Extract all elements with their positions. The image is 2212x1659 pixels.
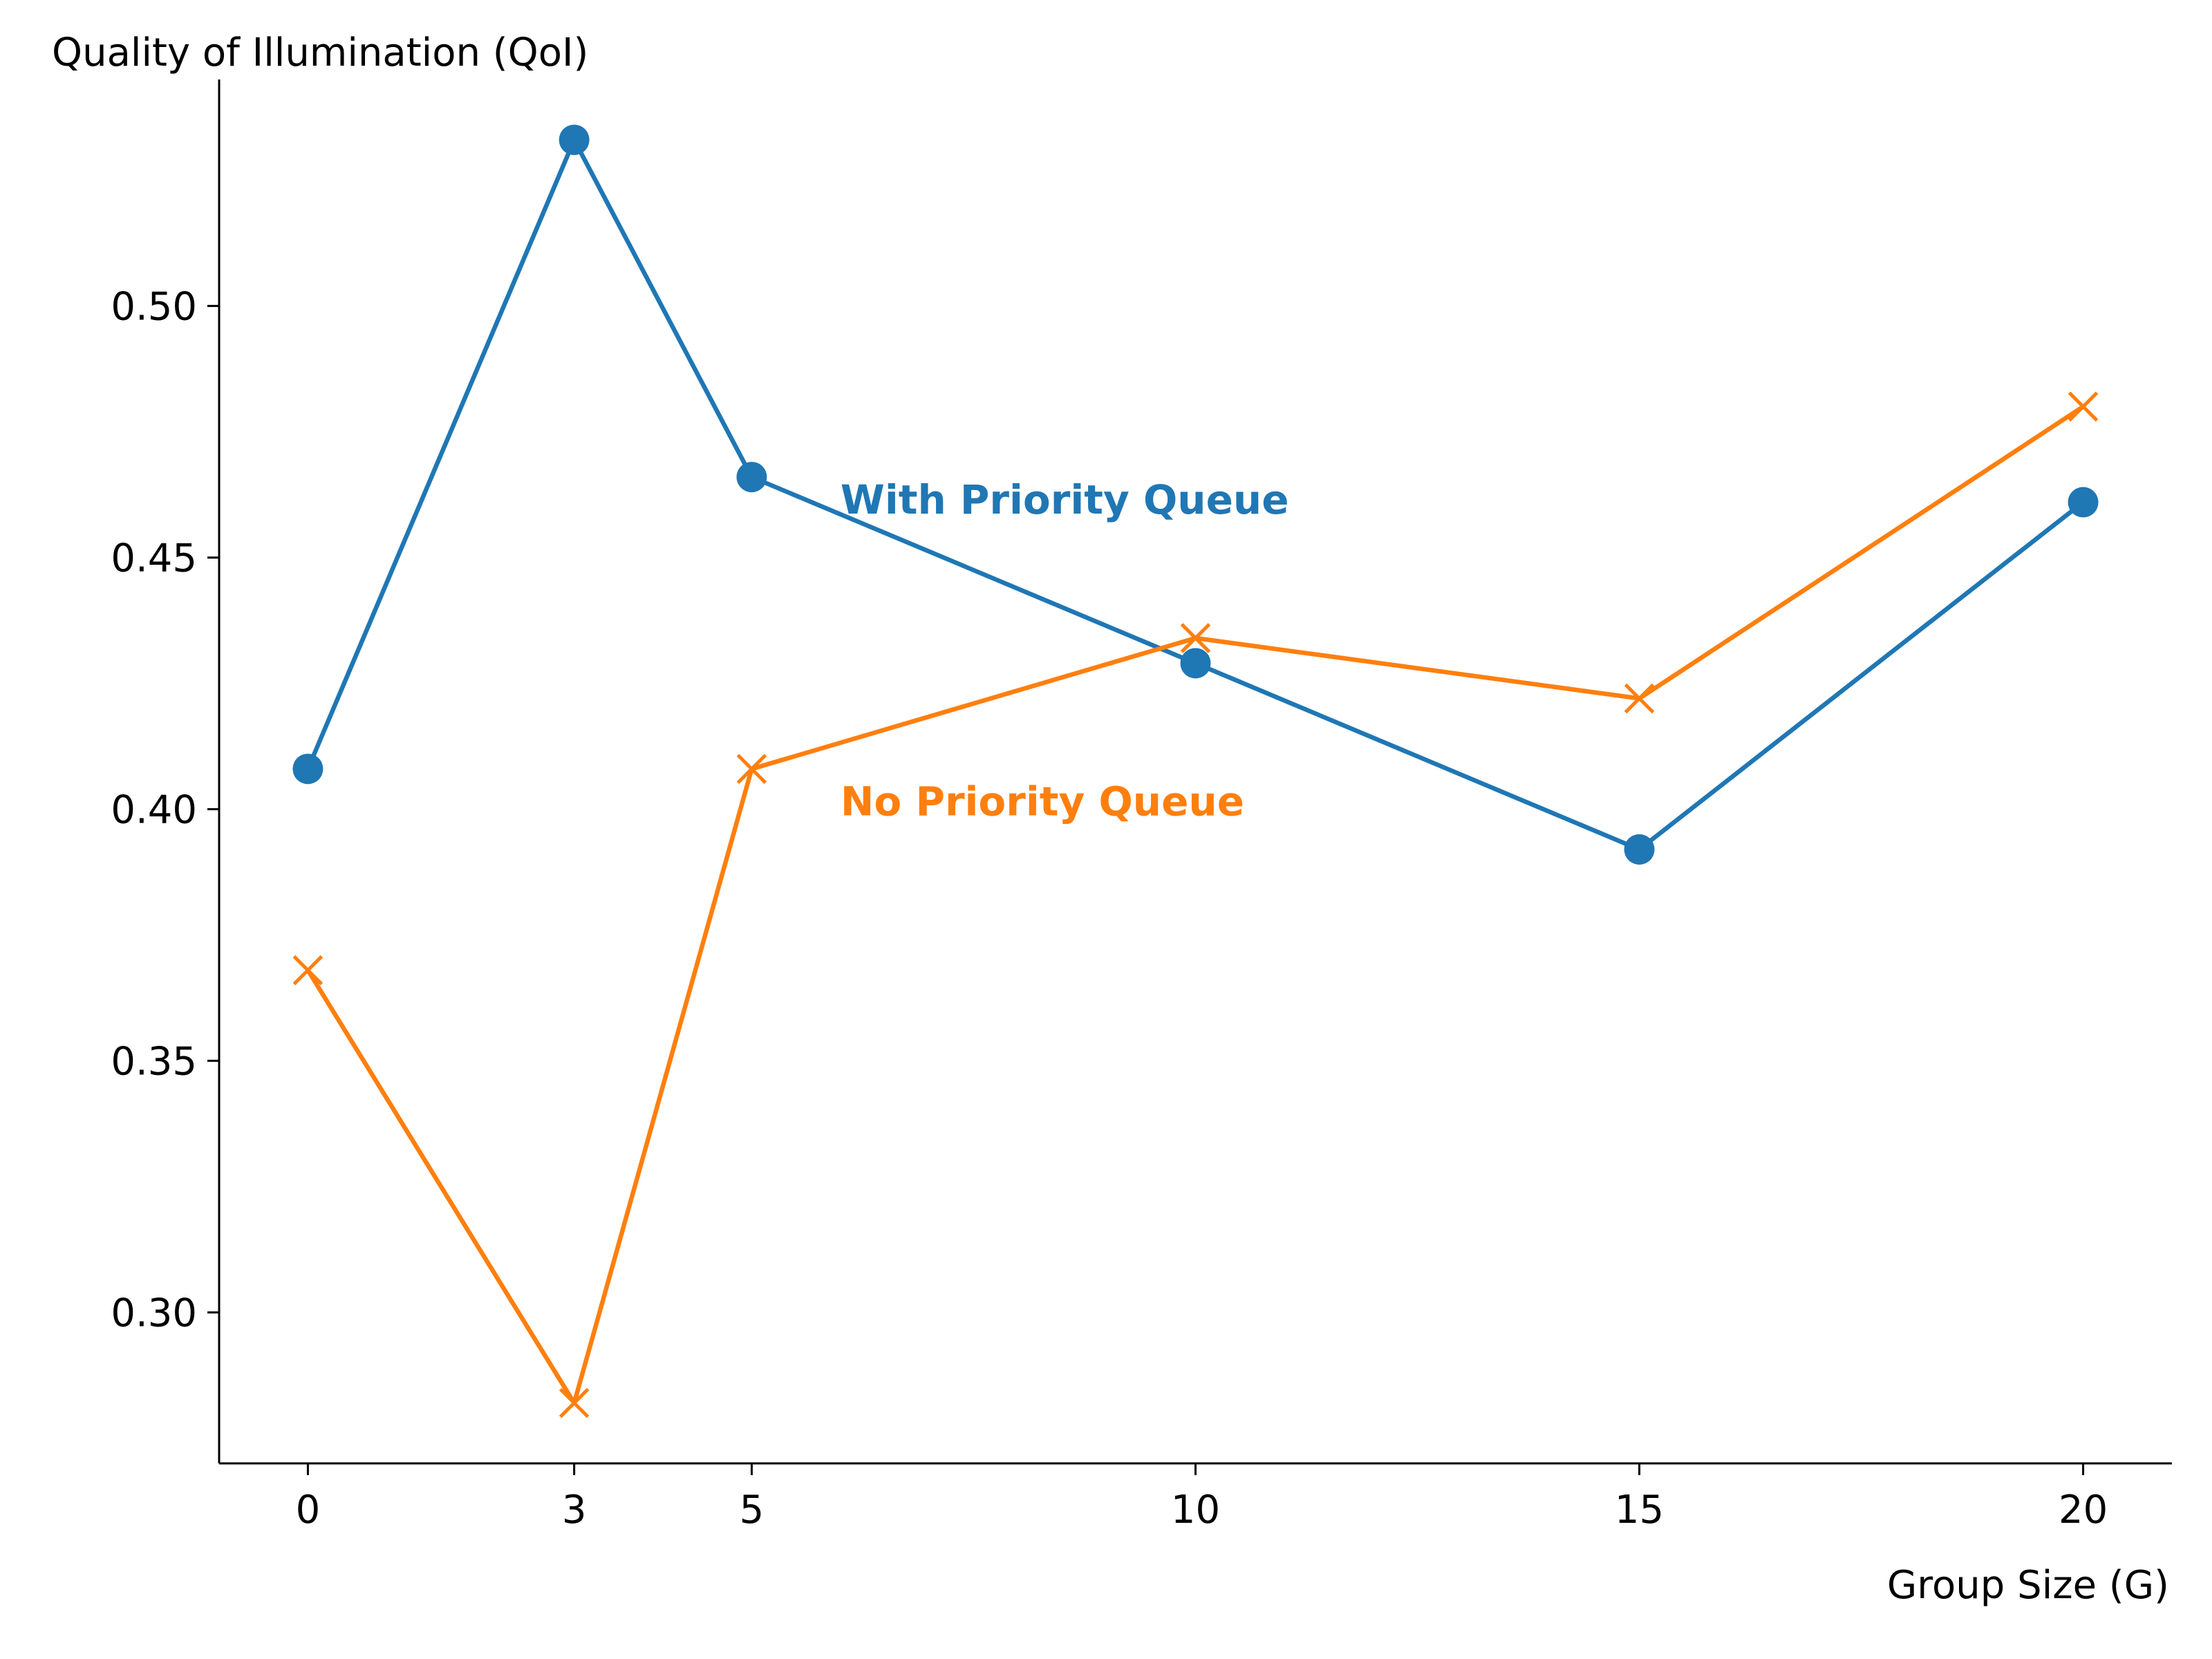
series-annotation-label: No Priority Queue: [841, 778, 1244, 825]
y-tick-label: 0.35: [111, 1040, 197, 1085]
data-point-x: [559, 1387, 590, 1418]
x-ticks: 0 3 5 10 15 20: [296, 1463, 2108, 1533]
data-point-x: [736, 753, 767, 785]
data-point-circle: [559, 124, 590, 156]
data-point-x: [292, 955, 324, 986]
x-tick-label: 5: [740, 1488, 765, 1533]
series-no-priority-queue: [292, 391, 2099, 1418]
series-with-priority-queue: [292, 124, 2099, 865]
x-tick-label: 15: [1615, 1488, 1664, 1533]
data-point-circle: [292, 753, 324, 785]
x-axis-title: Group Size (G): [1887, 1563, 2169, 1608]
y-tick-label: 0.30: [111, 1291, 197, 1336]
x-tick-label: 20: [2059, 1488, 2108, 1533]
series-line: [306, 138, 2085, 852]
annotation-layer: With Priority Queue No Priority Queue: [841, 476, 1289, 825]
y-ticks: 0.30 0.35 0.40 0.45 0.50: [111, 285, 219, 1336]
x-tick-label: 10: [1171, 1488, 1220, 1533]
data-point-x: [1180, 623, 1211, 653]
y-axis-title: Quality of Illumination (QoI): [52, 30, 588, 75]
data-point-circle: [2068, 487, 2099, 518]
series-layer: [292, 124, 2099, 1418]
x-tick-label: 0: [296, 1488, 321, 1533]
data-point-circle: [1180, 648, 1211, 679]
series-annotation-label: With Priority Queue: [841, 476, 1289, 523]
data-point-circle: [1624, 834, 1655, 865]
data-point-circle: [736, 462, 767, 493]
y-tick-label: 0.45: [111, 536, 197, 581]
y-tick-label: 0.40: [111, 788, 197, 833]
x-tick-label: 3: [562, 1488, 587, 1533]
y-tick-label: 0.50: [111, 285, 197, 330]
data-point-x: [1624, 683, 1655, 714]
data-point-x: [2068, 391, 2099, 422]
series-line: [306, 404, 2085, 1405]
